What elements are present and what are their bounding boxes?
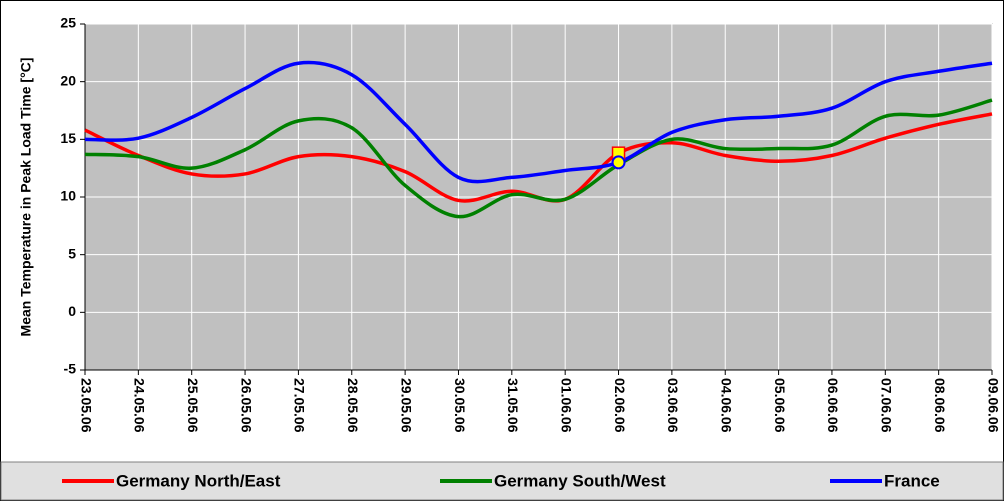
x-tick-label: 04.06.06 bbox=[719, 378, 735, 433]
x-tick-label: 31.05.06 bbox=[505, 378, 521, 433]
x-tick-label: 01.06.06 bbox=[558, 378, 574, 433]
legend-label: Germany North/East bbox=[116, 471, 281, 490]
legend-label: France bbox=[884, 471, 940, 490]
y-tick-label: 15 bbox=[60, 130, 76, 146]
y-tick-label: -5 bbox=[64, 361, 77, 377]
x-tick-label: 28.05.06 bbox=[345, 378, 361, 433]
y-axis-label: Mean Temperature in Peak Load Time [°C] bbox=[18, 58, 34, 337]
x-tick-label: 26.05.06 bbox=[238, 378, 254, 433]
x-tick-label: 23.05.06 bbox=[78, 378, 94, 433]
y-tick-label: 10 bbox=[60, 188, 76, 204]
marker bbox=[611, 155, 626, 170]
x-tick-label: 25.05.06 bbox=[185, 378, 201, 433]
y-tick-label: 0 bbox=[68, 303, 76, 319]
x-tick-label: 05.06.06 bbox=[772, 378, 788, 433]
x-tick-label: 03.06.06 bbox=[665, 378, 681, 433]
x-tick-label: 27.05.06 bbox=[292, 378, 308, 433]
x-tick-label: 02.06.06 bbox=[612, 378, 628, 433]
x-tick-label: 07.06.06 bbox=[879, 378, 895, 433]
legend-label: Germany South/West bbox=[494, 471, 666, 490]
y-tick-label: 25 bbox=[60, 15, 76, 31]
x-tick-label: 24.05.06 bbox=[132, 378, 148, 433]
y-tick-label: 5 bbox=[68, 245, 76, 261]
series-line bbox=[84, 98, 993, 219]
x-tick-label: 08.06.06 bbox=[932, 378, 948, 433]
series-line bbox=[84, 60, 993, 184]
x-tick-label: 30.05.06 bbox=[452, 378, 468, 433]
x-tick-label: 29.05.06 bbox=[398, 378, 414, 433]
x-tick-label: 06.06.06 bbox=[825, 378, 841, 433]
x-tick-label: 09.06.06 bbox=[985, 378, 1001, 433]
y-tick-label: 20 bbox=[60, 72, 76, 88]
